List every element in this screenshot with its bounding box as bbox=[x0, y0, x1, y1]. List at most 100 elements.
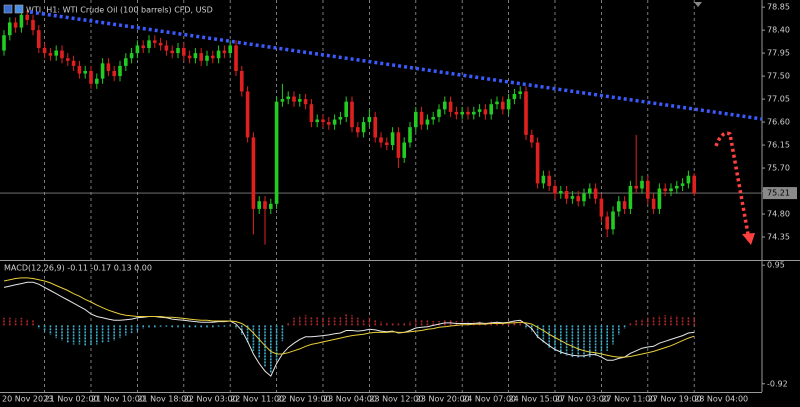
candle-body bbox=[118, 65, 122, 77]
candle-body bbox=[48, 53, 53, 56]
candle-body bbox=[193, 53, 198, 59]
candle-body bbox=[460, 111, 464, 115]
candle-body bbox=[350, 101, 354, 128]
icon[interactable] bbox=[14, 4, 24, 14]
candle-body bbox=[466, 111, 470, 115]
shift-marker[interactable] bbox=[694, 2, 702, 7]
candle-body bbox=[286, 96, 290, 100]
candle-body bbox=[106, 63, 111, 72]
x-tick-label: 21 Nov 18:00 bbox=[137, 395, 191, 404]
candle-body bbox=[385, 142, 389, 146]
candle-body bbox=[216, 50, 221, 59]
candle-body bbox=[234, 45, 238, 72]
y-tick-label: 75.70 bbox=[767, 164, 790, 173]
x-tick-label: 27 Nov 11:00 bbox=[601, 395, 655, 404]
candle-body bbox=[170, 50, 174, 54]
candle-body bbox=[408, 127, 412, 143]
y-tick-label: 74.80 bbox=[767, 210, 790, 219]
x-tick-label: 22 Nov 03:00 bbox=[184, 395, 238, 404]
candle-body bbox=[176, 48, 180, 54]
candle-body bbox=[646, 180, 650, 199]
candle-body bbox=[559, 191, 563, 194]
candle-body bbox=[605, 216, 609, 230]
candle-body bbox=[269, 203, 273, 209]
candle-body bbox=[19, 14, 24, 28]
candle-body bbox=[129, 53, 134, 59]
plot bbox=[2, 7, 696, 377]
candle-body bbox=[628, 185, 633, 209]
y-tick-label: 77.05 bbox=[767, 95, 790, 104]
candle-body bbox=[54, 50, 58, 56]
y-tick-label: 77.50 bbox=[767, 72, 790, 81]
candle-body bbox=[518, 91, 522, 94]
candle-body bbox=[611, 211, 615, 230]
indicator-title: MACD(12,26,9) -0.11 -0.17 0.13 0.00 bbox=[4, 264, 152, 273]
candle-body bbox=[251, 137, 256, 209]
candle-body bbox=[402, 142, 406, 158]
candle-body bbox=[686, 175, 691, 184]
candle-body bbox=[42, 48, 47, 54]
candle-body bbox=[576, 196, 580, 202]
candle-body bbox=[222, 50, 227, 54]
candle-body bbox=[622, 201, 627, 209]
candle-body bbox=[211, 55, 215, 59]
indicator-line bbox=[3, 281, 695, 377]
candle-body bbox=[419, 111, 424, 125]
candle-body bbox=[66, 58, 70, 61]
x-tick-label: 24 Nov 15:00 bbox=[509, 395, 563, 404]
icon[interactable] bbox=[3, 4, 13, 14]
candle-body bbox=[530, 134, 534, 143]
x-tick-label: 23 Nov 20:00 bbox=[416, 395, 470, 404]
y-tick-label: 78.85 bbox=[767, 3, 790, 12]
candle-body bbox=[634, 185, 638, 189]
candle-body bbox=[524, 91, 528, 135]
candle-body bbox=[164, 45, 169, 51]
candle-body bbox=[315, 119, 319, 123]
candle-body bbox=[651, 198, 656, 209]
candle-body bbox=[321, 119, 325, 123]
candle-body bbox=[182, 48, 186, 56]
x-tick-label: 21 Nov 10:00 bbox=[91, 395, 145, 404]
candle-body bbox=[553, 185, 557, 194]
candle-body bbox=[257, 201, 261, 209]
candle-body bbox=[379, 137, 383, 143]
forecast-arrow bbox=[714, 131, 750, 235]
candle-body bbox=[77, 65, 82, 74]
candle-body bbox=[599, 198, 604, 217]
candle-body bbox=[332, 119, 337, 125]
y-tick-label: 77.95 bbox=[767, 49, 790, 58]
candle-body bbox=[617, 201, 621, 212]
candle-body bbox=[71, 60, 76, 66]
candle-body bbox=[25, 14, 29, 20]
candle-body bbox=[472, 111, 476, 115]
x-tick-label: 24 Nov 07:00 bbox=[462, 395, 516, 404]
candle-body bbox=[477, 109, 482, 112]
x-tick-label: 20 Nov 2023 bbox=[2, 395, 53, 404]
candle-body bbox=[13, 22, 18, 28]
indicator-line bbox=[3, 277, 695, 358]
candle-body bbox=[280, 99, 285, 102]
candle-body bbox=[367, 116, 372, 123]
y-tick-label: 78.40 bbox=[767, 26, 790, 35]
candle-body bbox=[298, 99, 302, 102]
candle-body bbox=[31, 19, 35, 31]
candle-body bbox=[100, 63, 105, 79]
candle-body bbox=[89, 71, 93, 84]
y-tick-label: 74.35 bbox=[767, 233, 790, 242]
candle-body bbox=[228, 45, 232, 54]
x-tick-label: 28 Nov 04:00 bbox=[694, 395, 748, 404]
x-tick-label: 23 Nov 12:00 bbox=[369, 395, 423, 404]
candle-body bbox=[680, 183, 685, 186]
candle-body bbox=[141, 45, 145, 49]
candle-body bbox=[414, 111, 418, 128]
candle-body bbox=[640, 180, 644, 189]
candle-body bbox=[112, 71, 116, 77]
y-tick-label: 76.15 bbox=[767, 141, 790, 150]
candle-body bbox=[361, 122, 366, 133]
y-tick-label: 0.95 bbox=[767, 261, 785, 270]
candle-body bbox=[135, 45, 140, 54]
candle-body bbox=[274, 101, 279, 204]
candle-body bbox=[292, 96, 296, 102]
candle-body bbox=[263, 201, 267, 209]
